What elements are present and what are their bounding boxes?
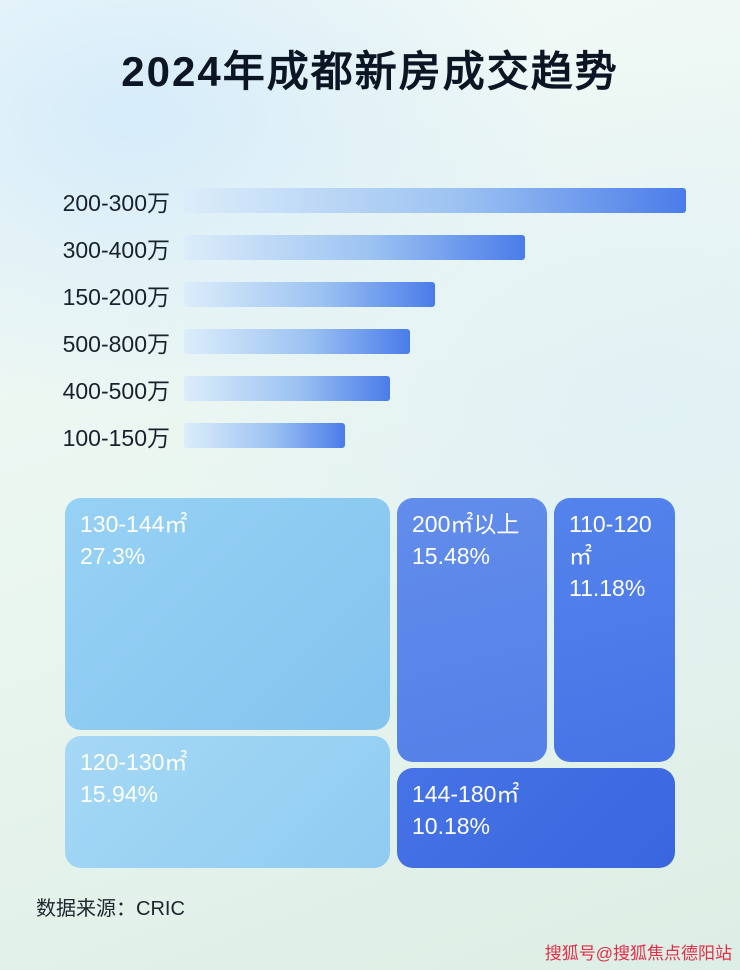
bar-track	[184, 376, 686, 401]
bar-category-label: 150-200万	[62, 283, 170, 310]
treemap-block-label: 120-130㎡	[80, 749, 188, 775]
bar-fill	[184, 376, 390, 401]
bar-fill	[184, 188, 686, 213]
page-title: 2024年成都新房成交趋势	[121, 48, 619, 95]
bar-row: 500-800万	[38, 318, 686, 365]
bar-track	[184, 423, 686, 448]
bar-row: 400-500万	[38, 365, 686, 412]
treemap-block-value: 11.18%	[569, 575, 646, 602]
bar-row: 200-300万	[38, 177, 686, 224]
treemap-block-200-plus: 200㎡以上 15.48%	[397, 498, 547, 762]
data-source-note: 数据来源：CRIC	[36, 898, 185, 920]
bar-row: 300-400万	[38, 224, 686, 271]
bar-track	[184, 329, 686, 354]
treemap-block-120-130: 120-130㎡ 15.94%	[65, 736, 390, 868]
bar-fill	[184, 423, 345, 448]
treemap-block-110-120: 110-120㎡ 11.18%	[554, 498, 675, 762]
treemap-block-value: 15.94%	[80, 781, 159, 808]
treemap-block-value: 15.48%	[412, 543, 491, 570]
bar-category-label: 500-800万	[62, 330, 170, 357]
treemap-block-130-144: 130-144㎡ 27.3%	[65, 498, 390, 730]
bar-fill	[184, 235, 526, 260]
price-band-bar-chart: 200-300万 300-400万 150-200万 500-800万 400-…	[38, 177, 686, 459]
treemap-block-144-180: 144-180㎡ 10.18%	[397, 768, 675, 868]
treemap-block-label: 200㎡以上	[412, 511, 520, 537]
bar-fill	[184, 329, 410, 354]
bar-track	[184, 282, 686, 307]
treemap-block-label: 130-144㎡	[80, 511, 188, 537]
bar-fill	[184, 282, 435, 307]
treemap-block-value: 27.3%	[80, 543, 146, 570]
treemap-block-label: 144-180㎡	[412, 781, 520, 807]
bar-category-label: 100-150万	[62, 424, 170, 451]
bar-track	[184, 188, 686, 213]
area-share-treemap: 130-144㎡ 27.3% 200㎡以上 15.48% 110-120㎡ 11…	[65, 498, 675, 868]
bar-row: 150-200万	[38, 271, 686, 318]
bar-track	[184, 235, 686, 260]
bar-row: 100-150万	[38, 412, 686, 459]
bar-category-label: 200-300万	[62, 189, 170, 216]
watermark: 搜狐号@搜狐焦点德阳站	[544, 944, 732, 963]
treemap-block-label: 110-120㎡	[569, 511, 652, 570]
treemap-block-value: 10.18%	[412, 813, 491, 840]
bar-category-label: 300-400万	[62, 236, 170, 263]
bar-category-label: 400-500万	[62, 377, 170, 404]
